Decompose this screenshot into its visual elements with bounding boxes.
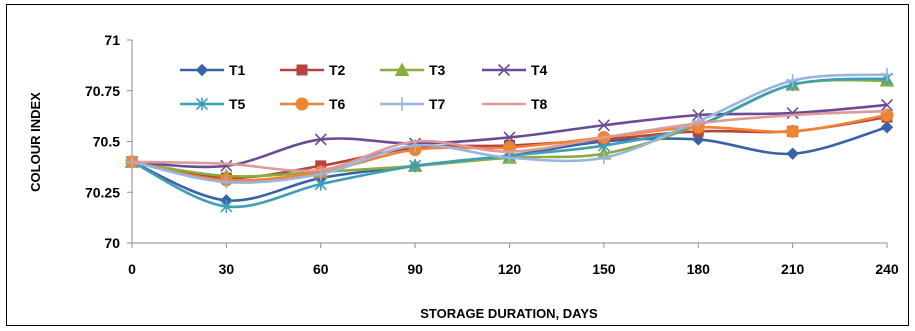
x-tick-label: 120 [498, 261, 522, 277]
legend-marker [394, 62, 410, 76]
y-tick-label: 70.75 [85, 83, 120, 99]
legend-label: T4 [531, 62, 548, 78]
legend-label: T3 [429, 62, 446, 78]
legend-item-t3: T3 [380, 62, 446, 78]
legend-item-t8: T8 [482, 96, 548, 112]
series-layer [124, 68, 895, 213]
legend-item-t4: T4 [482, 62, 548, 78]
y-tick-label: 70.25 [85, 184, 120, 200]
legend-label: T7 [429, 96, 446, 112]
data-point-t4 [786, 107, 799, 120]
x-tick-label: 180 [687, 261, 711, 277]
data-point-t4 [220, 159, 233, 172]
legend-item-t1: T1 [180, 62, 246, 78]
series-line-t8 [131, 109, 888, 173]
legend-item-t6: T6 [280, 96, 346, 112]
x-tick-label: 60 [313, 261, 329, 277]
series-t6 [125, 108, 894, 187]
legend-label: T8 [531, 96, 548, 112]
data-point-t7 [880, 68, 894, 82]
data-point-t7 [786, 74, 800, 88]
data-point-t7 [219, 175, 233, 189]
legend: T1 T2 T3 T4 T5 T6 T7 T8 [180, 62, 548, 112]
legend-label: T2 [329, 62, 346, 78]
legend-marker [497, 63, 511, 77]
data-point-t1 [880, 121, 894, 134]
legend-marker [195, 63, 209, 77]
data-point-t7 [503, 151, 516, 165]
y-tick-label: 71 [104, 32, 120, 48]
x-tick-label: 150 [592, 261, 616, 277]
legend-item-t5: T5 [180, 96, 246, 112]
x-tick-label: 240 [875, 261, 899, 277]
legend-item-t2: T2 [280, 62, 346, 78]
data-point-t4 [314, 133, 327, 146]
data-point-t7 [691, 114, 705, 128]
axes: 70 70.25 70.5 70.75 71 0 30 60 90 120 150 180 210 240 [85, 32, 899, 277]
legend-marker [296, 64, 308, 76]
data-point-t4 [503, 131, 516, 144]
x-tick-label: 0 [128, 261, 136, 277]
data-point-t7 [597, 151, 611, 165]
data-point-t6 [786, 124, 800, 138]
data-point-t4 [597, 119, 610, 132]
legend-label: T1 [229, 62, 246, 78]
x-tick-label: 210 [781, 261, 805, 277]
data-point-t1 [786, 147, 799, 160]
data-point-t4 [880, 98, 894, 112]
y-tick-label: 70 [104, 235, 120, 251]
y-axis-title: COLOUR INDEX [28, 92, 43, 192]
legend-marker [295, 97, 309, 111]
data-point-t5 [220, 199, 233, 213]
x-tick-label: 30 [219, 261, 235, 277]
legend-marker [195, 97, 209, 111]
legend-item-t7: T7 [380, 96, 446, 112]
legend-label: T6 [329, 96, 346, 112]
legend-marker [395, 97, 409, 111]
y-tick-label: 70.5 [93, 134, 120, 150]
data-point-t5 [409, 159, 422, 173]
legend-label: T5 [229, 96, 246, 112]
x-tick-label: 90 [407, 261, 423, 277]
x-axis-title: STORAGE DURATION, DAYS [420, 306, 598, 321]
series-t7 [125, 68, 894, 189]
series-t8 [131, 109, 888, 173]
